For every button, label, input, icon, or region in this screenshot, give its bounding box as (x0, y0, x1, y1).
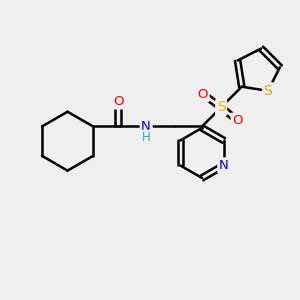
Text: N: N (219, 159, 229, 172)
Text: S: S (263, 84, 272, 98)
Text: O: O (113, 95, 123, 108)
Text: O: O (198, 88, 208, 100)
Text: N: N (141, 120, 151, 133)
Text: S: S (217, 100, 226, 114)
Text: H: H (142, 131, 151, 144)
Text: O: O (232, 114, 243, 127)
